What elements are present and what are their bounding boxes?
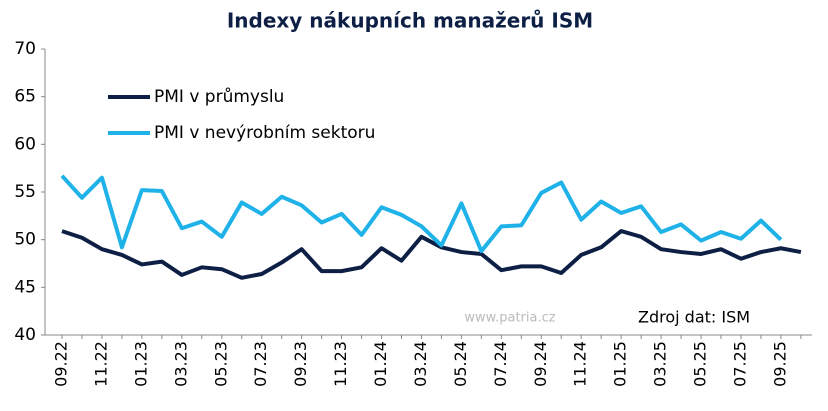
x-tick-label: 09.24: [531, 341, 550, 387]
x-tick-label: 11.24: [571, 341, 590, 387]
x-tick-label: 11.22: [91, 341, 110, 387]
legend-label: PMI v průmyslu: [154, 87, 284, 107]
x-tick-label: 07.25: [730, 341, 749, 387]
y-tick-label: 50: [14, 230, 36, 250]
y-tick-label: 60: [14, 134, 36, 154]
y-tick-label: 70: [14, 39, 36, 59]
x-tick-label: 05.23: [211, 341, 230, 387]
x-tick-label: 03.23: [171, 341, 190, 387]
source: Zdroj dat: ISM: [638, 308, 750, 327]
x-tick-label: 07.24: [491, 341, 510, 387]
watermark: www.patria.cz: [464, 311, 555, 326]
series-line: [61, 229, 802, 280]
y-tick-label: 40: [14, 325, 36, 345]
x-tick-label: 09.25: [770, 341, 789, 387]
y-tick-label: 65: [14, 87, 36, 107]
x-tick-label: 01.24: [371, 341, 390, 387]
legend-label: PMI v nevýrobním sektoru: [154, 123, 375, 143]
x-tick-label: 05.25: [691, 341, 710, 387]
y-tick-label: 55: [14, 182, 36, 202]
chart-title: Indexy nákupních manažerů ISM: [227, 9, 593, 33]
y-tick-label: 45: [14, 277, 36, 297]
series-line: [60, 174, 783, 254]
x-tick-label: 03.24: [411, 341, 430, 387]
x-tick-label: 09.23: [291, 341, 310, 387]
x-tick-label: 09.22: [52, 341, 71, 387]
x-tick-label: 01.23: [131, 341, 150, 387]
x-tick-label: 05.24: [451, 341, 470, 387]
x-tick-label: 01.25: [611, 341, 630, 387]
x-tick-label: 03.25: [651, 341, 670, 387]
x-tick-label: 11.23: [331, 341, 350, 387]
x-tick-label: 07.23: [251, 341, 270, 387]
